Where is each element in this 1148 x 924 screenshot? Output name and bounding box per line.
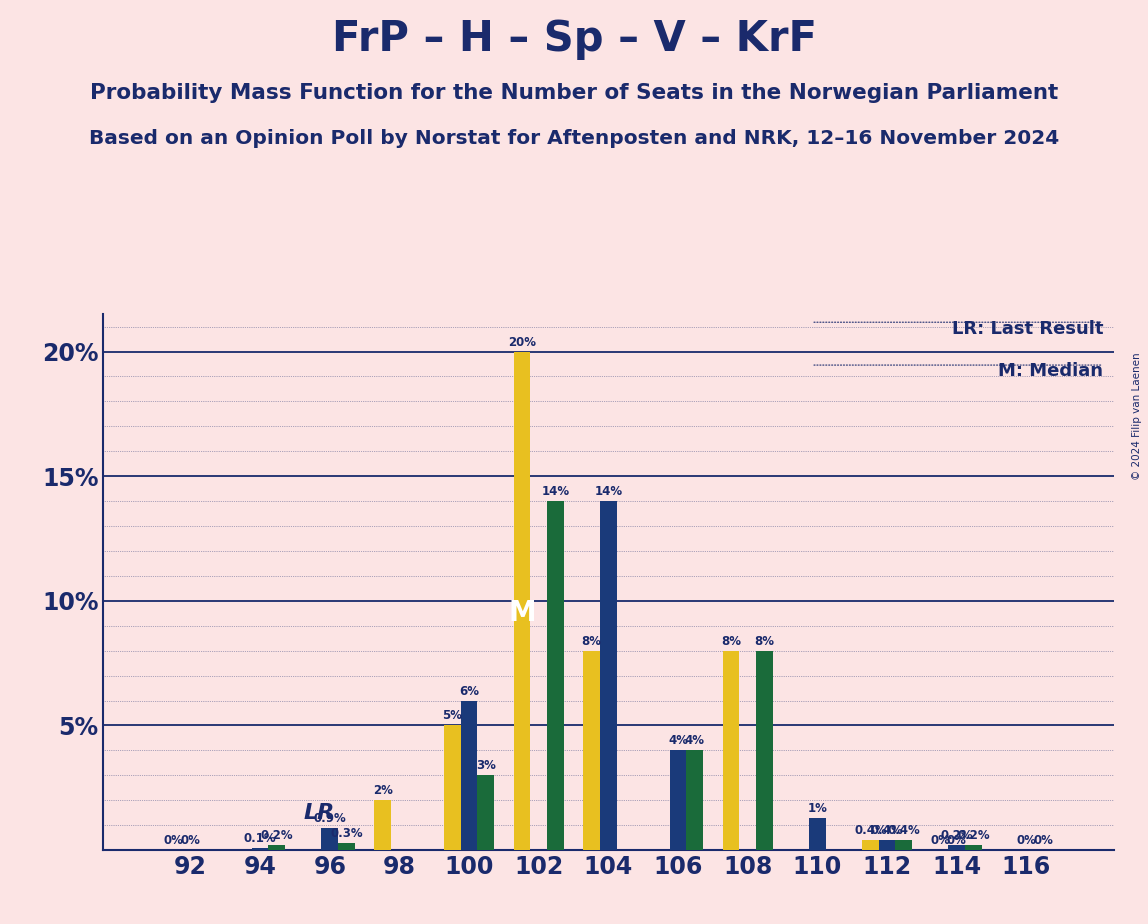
Text: FrP – H – Sp – V – KrF: FrP – H – Sp – V – KrF [332,18,816,60]
Bar [809,818,825,850]
Text: 14%: 14% [595,485,622,498]
Text: 0.4%: 0.4% [870,824,903,837]
Text: 8%: 8% [582,635,602,648]
Text: 5%: 5% [442,710,463,723]
Text: 20%: 20% [509,335,536,348]
Bar [269,845,285,850]
Text: M: M [509,600,536,627]
Bar [723,650,739,850]
Text: 0.2%: 0.2% [940,829,974,842]
Text: 0.4%: 0.4% [854,824,886,837]
Text: 0.9%: 0.9% [313,811,347,824]
Text: 0%: 0% [1016,834,1037,847]
Text: 8%: 8% [754,635,775,648]
Text: 0%: 0% [180,834,201,847]
Bar [669,750,687,850]
Text: 1%: 1% [807,802,828,815]
Text: 4%: 4% [668,735,688,748]
Text: 0%: 0% [947,834,967,847]
Text: 14%: 14% [542,485,569,498]
Text: LR: Last Result: LR: Last Result [952,320,1103,337]
Text: 2%: 2% [373,784,393,797]
Text: Based on an Opinion Poll by Norstat for Aftenposten and NRK, 12–16 November 2024: Based on an Opinion Poll by Norstat for … [88,129,1060,149]
Text: 0.3%: 0.3% [331,827,363,840]
Bar [895,840,913,850]
Text: 4%: 4% [685,735,705,748]
Bar [251,847,269,850]
Text: 0.4%: 0.4% [887,824,921,837]
Text: 6%: 6% [459,685,479,698]
Text: 0.2%: 0.2% [957,829,990,842]
Text: 0.1%: 0.1% [243,832,277,845]
Text: 0%: 0% [164,834,184,847]
Bar [600,501,616,850]
Text: M: Median: M: Median [999,362,1103,381]
Text: 0.2%: 0.2% [261,829,293,842]
Bar [965,845,982,850]
Text: 3%: 3% [476,760,496,772]
Text: 0%: 0% [930,834,951,847]
Bar [513,351,530,850]
Bar [757,650,773,850]
Bar [862,840,878,850]
Bar [321,828,339,850]
Text: 8%: 8% [721,635,742,648]
Bar [548,501,564,850]
Bar [460,700,478,850]
Bar [444,725,460,850]
Text: Probability Mass Function for the Number of Seats in the Norwegian Parliament: Probability Mass Function for the Number… [90,83,1058,103]
Bar [583,650,600,850]
Bar [478,775,494,850]
Bar [878,840,895,850]
Text: © 2024 Filip van Laenen: © 2024 Filip van Laenen [1132,352,1142,480]
Bar [374,800,391,850]
Bar [948,845,965,850]
Bar [687,750,704,850]
Bar [339,843,355,850]
Text: 0%: 0% [1033,834,1053,847]
Text: LR: LR [304,803,335,822]
